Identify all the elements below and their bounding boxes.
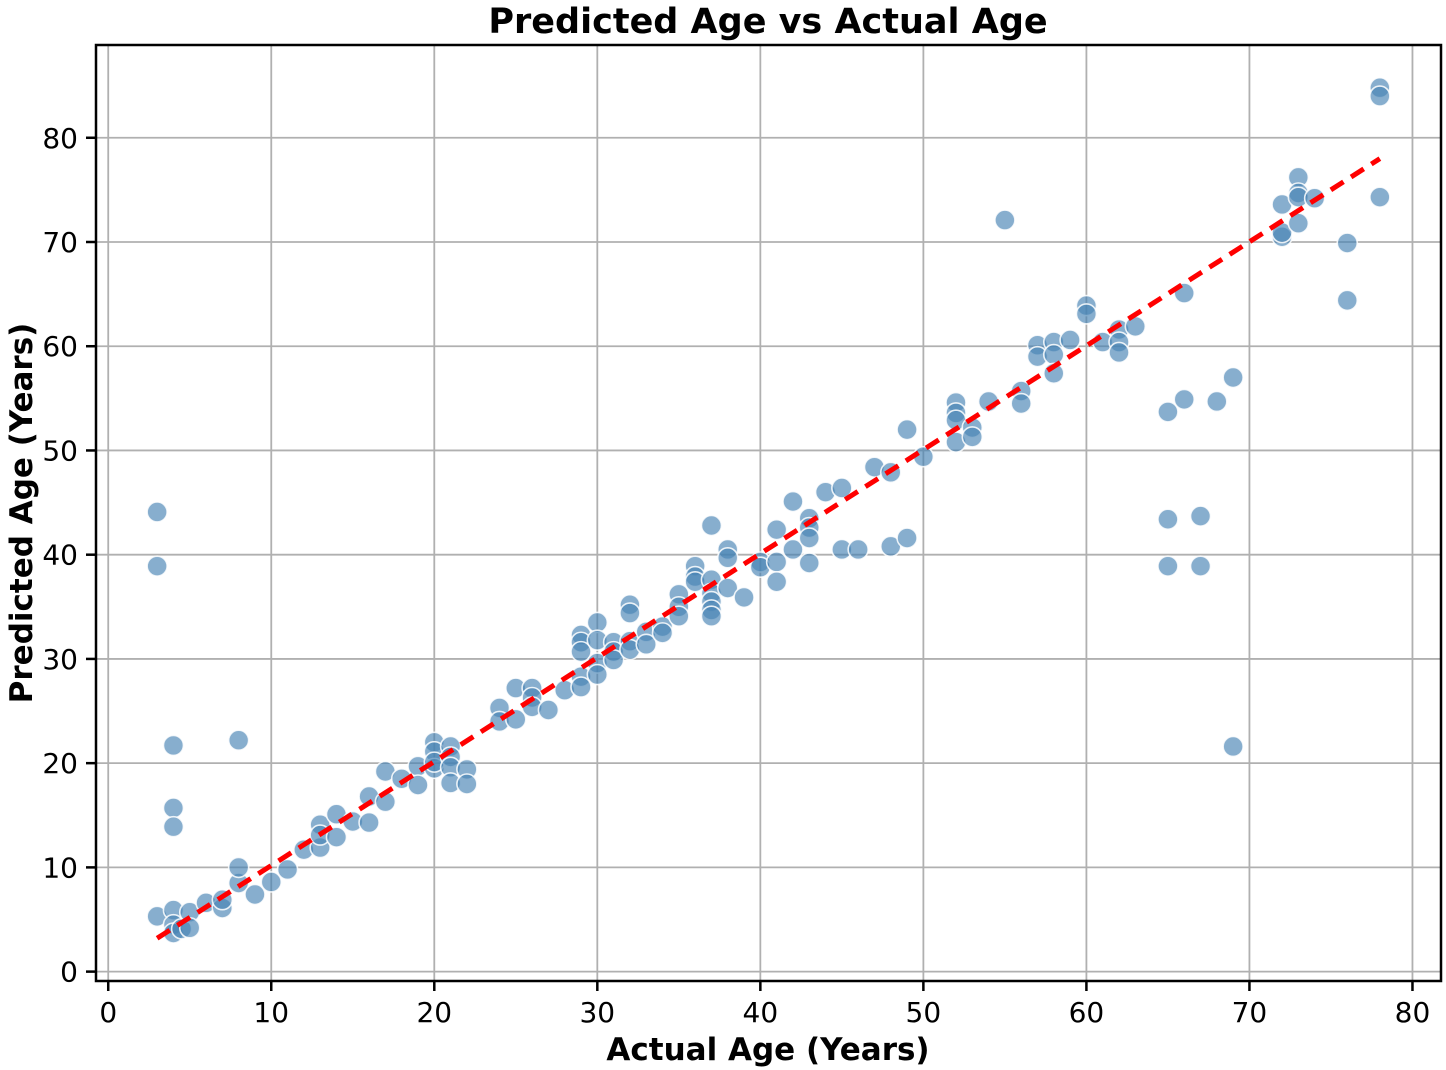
y-tick-label: 60 [42,330,78,363]
scatter-point [1369,186,1391,208]
scatter-point [146,501,168,523]
x-axis-label: Actual Age (Years) [606,1032,929,1068]
grid-lines [96,45,1441,981]
scatter-point [146,555,168,577]
scatter-point [765,570,788,593]
plot-border [94,43,1443,983]
scatter-point [570,676,592,698]
scatter-point [1336,289,1359,312]
scatter-point [537,699,560,721]
scatter-point [635,633,658,656]
scatter-point [162,734,185,757]
scatter-point [162,797,185,819]
scatter-point [961,426,984,448]
scatter-point [1222,735,1244,758]
trend-line-layer [155,156,1382,941]
scatter-point [227,856,250,879]
y-tick-label: 10 [42,851,78,884]
scatter-point [716,577,739,599]
x-tick-label: 70 [1232,996,1268,1029]
axis-ticks [86,136,1414,991]
x-tick-label: 0 [99,996,117,1029]
scatter-point [765,551,788,573]
scatter-point [619,602,641,624]
y-tick-label: 20 [42,747,78,780]
scatter-point [1124,315,1147,338]
x-tick-label: 40 [743,996,779,1029]
scatter-point [700,605,723,627]
scatter-point [782,490,804,513]
scatter-point [162,815,185,838]
x-tick-label: 20 [416,996,452,1029]
scatter-point [276,858,299,881]
scatter-point [1336,232,1359,254]
scatter-point [782,538,804,561]
y-tick-label: 40 [42,539,78,572]
scatter-point [244,883,266,906]
y-tick-label: 30 [42,643,78,676]
scatter-point [1189,505,1212,527]
scatter-point [1108,341,1130,364]
x-tick-label: 80 [1395,996,1431,1029]
scatter-point [456,773,478,795]
scatter-point [358,811,380,834]
x-tick-labels: 0 10 20 30 40 50 60 70 80 [99,996,1430,1029]
scatter-points [146,76,1391,944]
scatter-point [260,871,283,893]
scatter-point [1222,366,1244,389]
x-tick-label: 10 [253,996,289,1029]
scatter-point [1369,85,1391,107]
x-tick-label: 60 [1069,996,1105,1029]
y-tick-label: 80 [42,122,78,155]
chart-title: Predicted Age vs Actual Age [488,2,1047,42]
scatter-point [798,552,821,574]
y-axis-label: Predicted Age (Years) [4,323,40,704]
scatter-point [1010,392,1032,415]
trend-line [155,156,1382,941]
scatter-point [570,640,592,663]
scatter-point [700,514,723,537]
y-tick-labels: 0 10 20 30 40 50 60 70 80 [42,122,78,989]
scatter-point [1157,401,1179,423]
x-tick-label: 50 [906,996,942,1029]
scatter-point [586,663,609,686]
y-tick-label: 50 [42,434,78,467]
scatter-point [407,774,429,796]
scatter-point [227,729,250,752]
y-tick-label: 0 [60,956,78,989]
scatter-point [651,622,674,644]
x-tick-label: 30 [579,996,615,1029]
scatter-point [994,209,1016,231]
scatter-point [896,418,918,441]
scatter-point [1189,555,1212,577]
scatter-point [1206,390,1228,413]
scatter-point [1157,508,1179,531]
scatter-point [325,826,348,848]
scatter-point [1157,555,1179,577]
scatter-point [765,518,788,541]
scatter-point [1059,329,1081,351]
scatter-point [1075,303,1098,325]
scatter-point [847,538,869,561]
scatter-point [798,527,821,549]
y-tick-label: 70 [42,226,78,259]
scatter-point [1173,388,1196,411]
scatter-point [1043,343,1065,366]
scatter-point [716,547,739,569]
scatter-point [896,527,918,549]
scatter-point [831,477,853,499]
scatter-point [733,586,755,609]
